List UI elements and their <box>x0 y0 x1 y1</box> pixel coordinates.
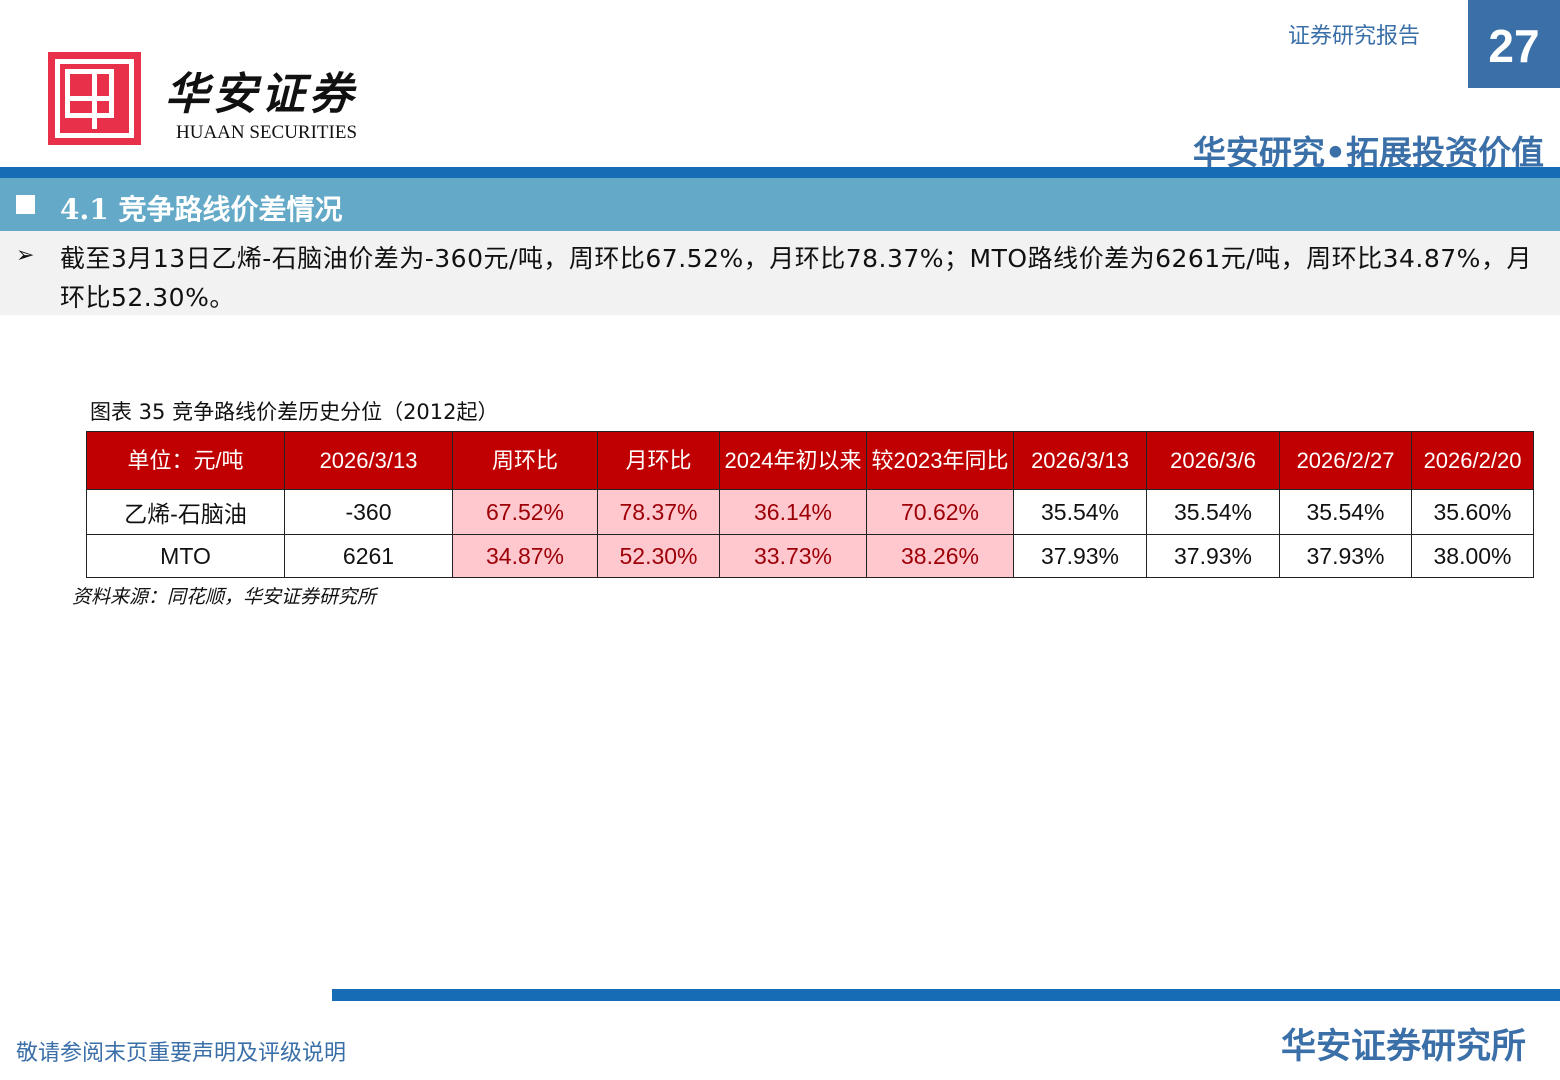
footer-disclaimer: 敬请参阅末页重要声明及评级说明 <box>16 1041 347 1066</box>
row-label: 乙烯-石脑油 <box>86 489 285 535</box>
percentile-table: 单位：元/吨 2026/3/13 周环比 月环比 2024年初以来 较2023年… <box>86 431 1534 578</box>
table-row: MTO 6261 34.87% 52.30% 33.73% 38.26% 37.… <box>86 534 1534 578</box>
table-cell: 78.37% <box>597 489 720 535</box>
table-cell: 35.54% <box>1279 489 1412 535</box>
table-cell: 37.93% <box>1013 534 1147 578</box>
summary-text: 截至3月13日乙烯-石脑油价差为-360元/吨，周环比67.52%，月环比78.… <box>60 244 1532 312</box>
table-cell: 35.54% <box>1146 489 1280 535</box>
table-cell: 70.62% <box>866 489 1014 535</box>
header-cell: 单位：元/吨 <box>86 431 285 490</box>
table-header-row: 单位：元/吨 2026/3/13 周环比 月环比 2024年初以来 较2023年… <box>86 431 1534 490</box>
footer-org: 华安证券研究所 <box>1280 1027 1526 1067</box>
table-cell: 67.52% <box>452 489 598 535</box>
header-cell: 2024年初以来 <box>719 431 867 490</box>
logo-mark <box>48 52 141 145</box>
figure-caption: 图表 35 竞争路线价差历史分位（2012起） <box>90 400 499 424</box>
header-cell: 2026/2/27 <box>1279 431 1412 490</box>
table-cell: 35.60% <box>1411 489 1534 535</box>
section-header: 4.1 竞争路线价差情况 <box>0 178 1560 231</box>
header-cell: 2026/3/13 <box>284 431 453 490</box>
table-cell: 52.30% <box>597 534 720 578</box>
footer-divider <box>332 989 1560 1001</box>
header-cell: 2026/3/6 <box>1146 431 1280 490</box>
table-cell: 38.26% <box>866 534 1014 578</box>
logo-text-cn: 华安证券 <box>165 69 357 120</box>
header-divider <box>0 167 1560 178</box>
logo-text-en: HUAAN SECURITIES <box>176 122 358 143</box>
table-cell: 37.93% <box>1146 534 1280 578</box>
page-number: 27 <box>1468 0 1560 88</box>
table-cell: -360 <box>284 489 453 535</box>
table-cell: 35.54% <box>1013 489 1147 535</box>
figure-source: 资料来源：同花顺，华安证券研究所 <box>72 586 377 608</box>
table-cell: 33.73% <box>719 534 867 578</box>
report-label: 证券研究报告 <box>1288 24 1421 49</box>
header-cell: 月环比 <box>597 431 720 490</box>
table-cell: 38.00% <box>1411 534 1534 578</box>
header-cell: 较2023年同比 <box>866 431 1014 490</box>
table-cell: 36.14% <box>719 489 867 535</box>
table-row: 乙烯-石脑油 -360 67.52% 78.37% 36.14% 70.62% … <box>86 489 1534 535</box>
arrow-bullet-icon: ➢ <box>16 243 35 268</box>
section-title: 4.1 竞争路线价差情况 <box>60 193 343 226</box>
row-label: MTO <box>86 534 285 578</box>
header-cell: 2026/2/20 <box>1411 431 1534 490</box>
square-bullet-icon <box>16 195 35 214</box>
table-cell: 37.93% <box>1279 534 1412 578</box>
table-cell: 34.87% <box>452 534 598 578</box>
header-cell: 周环比 <box>452 431 598 490</box>
summary-box: ➢ 截至3月13日乙烯-石脑油价差为-360元/吨，周环比67.52%，月环比7… <box>0 231 1560 315</box>
slogan: 华安研究•拓展投资价值 <box>1192 133 1544 172</box>
table-cell: 6261 <box>284 534 453 578</box>
header-cell: 2026/3/13 <box>1013 431 1147 490</box>
